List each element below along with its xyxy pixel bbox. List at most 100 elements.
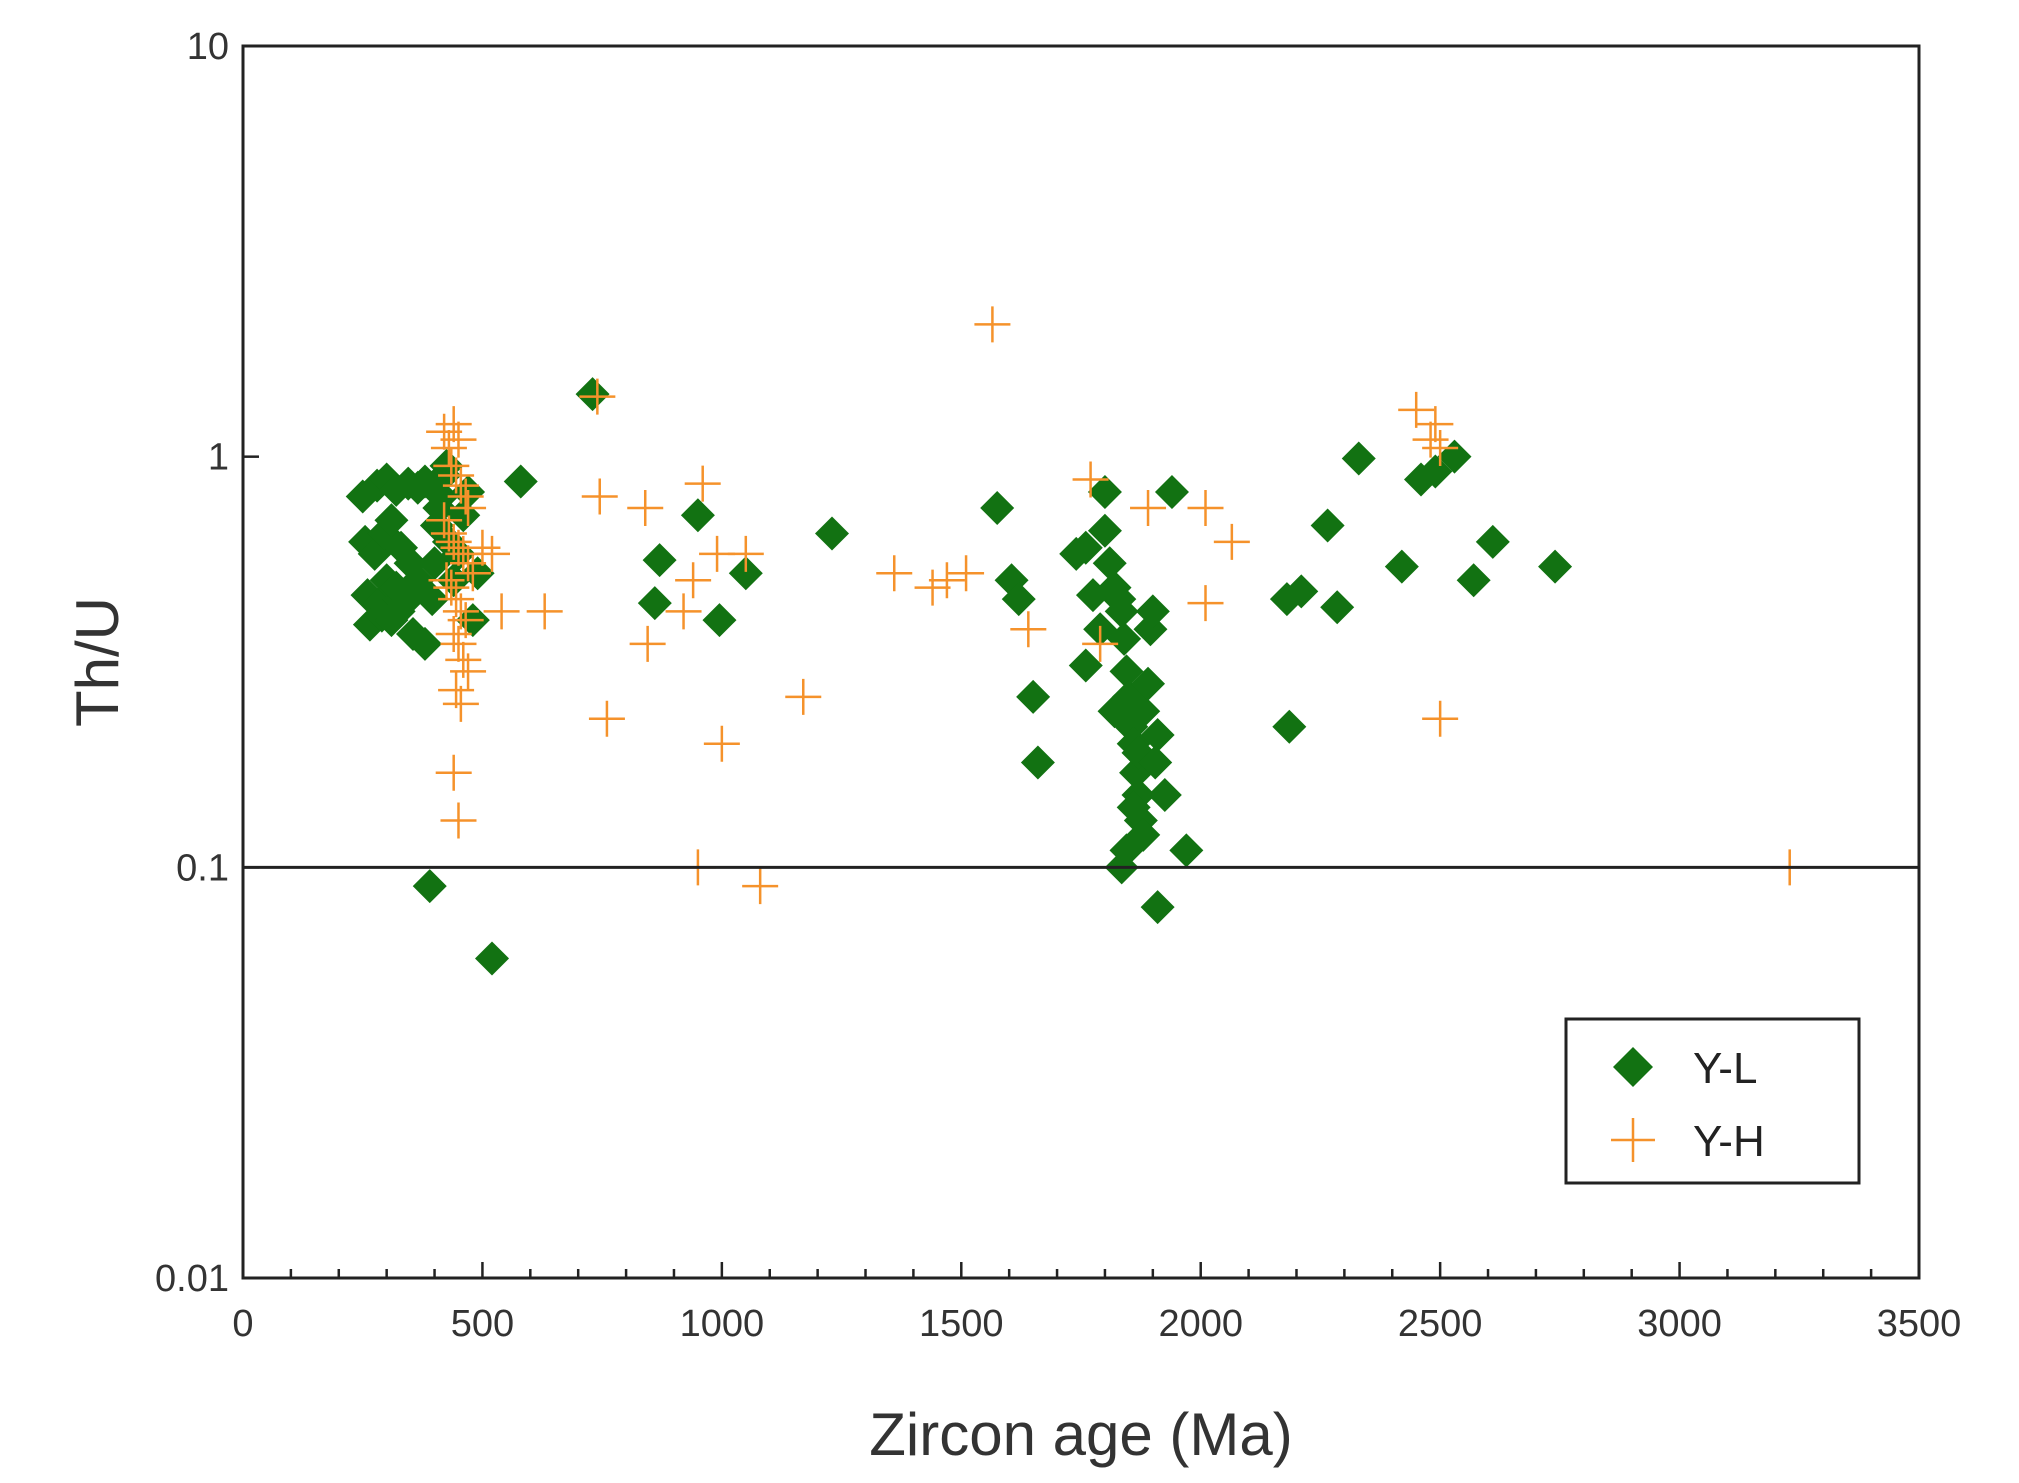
points-layer: [345, 306, 1808, 976]
data-point-y-h: [450, 653, 487, 690]
data-point-y-h: [442, 593, 479, 630]
data-point-y-l: [1068, 530, 1103, 565]
data-point-y-h: [876, 555, 913, 592]
data-point-y-l: [1341, 441, 1376, 476]
data-point-y-l: [1140, 890, 1175, 925]
data-point-y-h: [450, 489, 487, 526]
x-tick-label: 1500: [919, 1303, 1004, 1345]
data-point-y-h: [1422, 429, 1459, 466]
y-tick-label: 10: [187, 26, 229, 68]
data-point-y-h: [1010, 611, 1047, 648]
data-point-y-l: [1147, 778, 1182, 813]
data-point-y-l: [1418, 454, 1453, 489]
data-point-y-h: [474, 535, 511, 572]
data-point-y-l: [1284, 574, 1319, 609]
data-point-y-h: [435, 615, 472, 652]
data-point-y-l: [642, 543, 677, 578]
legend-label-y-l: Y-L: [1693, 1044, 1757, 1093]
data-point-y-h: [1082, 625, 1119, 662]
data-point-y-h: [438, 457, 475, 494]
data-point-y-l: [1016, 679, 1051, 714]
legend-box: [1564, 1017, 1861, 1185]
data-point-y-h: [1412, 421, 1449, 458]
data-point-y-h: [440, 802, 477, 839]
x-tick-label: 3500: [1877, 1303, 1962, 1345]
data-point-y-l: [1092, 546, 1127, 581]
data-point-y-l: [1087, 513, 1122, 548]
data-point-y-h: [588, 700, 625, 737]
data-point-y-l: [814, 516, 849, 551]
data-point-y-l: [1320, 590, 1355, 625]
data-point-y-l: [1310, 508, 1345, 543]
plot-frame: [241, 44, 1921, 1280]
data-point-y-h: [742, 868, 779, 905]
data-point-y-l: [1020, 745, 1055, 780]
data-point-y-l: [1169, 833, 1204, 868]
data-point-y-h: [464, 529, 501, 566]
data-point-y-l: [424, 479, 459, 514]
data-point-y-h: [440, 625, 477, 662]
data-point-y-h: [430, 429, 467, 466]
data-point-y-l: [475, 941, 510, 976]
data-point-y-l: [1087, 475, 1122, 510]
axis-ticks: [241, 44, 1921, 1280]
data-point-y-h: [727, 535, 764, 572]
data-point-y-l: [1475, 524, 1510, 559]
x-tick-label: 2000: [1158, 1303, 1243, 1345]
data-point-y-h: [433, 447, 470, 484]
legend: Y-L Y-H: [1564, 1017, 1861, 1185]
data-point-y-h: [454, 555, 491, 592]
data-point-y-h: [426, 413, 463, 450]
data-point-y-h: [627, 489, 664, 526]
data-point-y-l: [1138, 745, 1173, 780]
data-point-y-l: [1109, 833, 1144, 868]
data-point-y-l: [1104, 594, 1139, 629]
data-point-y-l: [575, 377, 610, 412]
data-point-y-h: [974, 306, 1011, 343]
data-point-y-h: [684, 465, 721, 502]
y-tick-label: 1: [208, 437, 229, 479]
data-point-y-l: [1131, 666, 1166, 701]
data-point-y-h: [440, 421, 477, 458]
data-point-y-h: [579, 378, 616, 415]
data-point-y-l: [415, 582, 450, 617]
legend-diamond-icon: [1613, 1047, 1653, 1087]
data-point-y-l: [637, 586, 672, 621]
data-point-y-h: [675, 562, 712, 599]
data-point-y-l: [1140, 718, 1175, 753]
data-point-y-l: [980, 490, 1015, 525]
x-tick-label: 500: [451, 1303, 514, 1345]
data-point-y-h: [435, 406, 472, 443]
legend-marker-y-h: [1611, 1118, 1655, 1162]
data-point-y-h: [430, 515, 467, 552]
legend-label-y-h: Y-H: [1693, 1117, 1765, 1166]
data-point-y-l: [1384, 549, 1419, 584]
data-point-y-l: [702, 603, 737, 638]
data-point-y-h: [785, 678, 822, 715]
data-point-y-l: [407, 626, 442, 661]
x-tick-label: 0: [232, 1303, 253, 1345]
data-point-y-h: [1417, 406, 1454, 443]
data-point-y-h: [629, 625, 666, 662]
data-point-y-h: [948, 555, 985, 592]
data-point-y-h: [1187, 585, 1224, 622]
data-point-y-l: [728, 556, 763, 591]
data-point-y-h: [526, 593, 563, 630]
data-point-y-h: [1072, 461, 1109, 498]
data-point-y-l: [1456, 563, 1491, 598]
x-axis-title: Zircon age (Ma): [869, 1401, 1292, 1468]
x-tick-labels: 0 500 1000 1500 2000 2500 3000 3500: [232, 1303, 1961, 1345]
data-point-y-h: [914, 569, 951, 606]
data-point-y-h: [442, 685, 479, 722]
legend-marker-y-l: [1613, 1047, 1653, 1087]
data-point-y-l: [1126, 694, 1161, 729]
data-point-y-h: [1130, 489, 1167, 526]
data-point-y-l: [1001, 582, 1036, 617]
legend-plus-icon: [1611, 1118, 1655, 1162]
data-point-y-h: [435, 754, 472, 791]
data-point-y-l: [1538, 549, 1573, 584]
data-point-y-h: [483, 593, 520, 630]
data-point-y-h: [703, 725, 740, 762]
data-point-y-l: [1116, 790, 1151, 825]
